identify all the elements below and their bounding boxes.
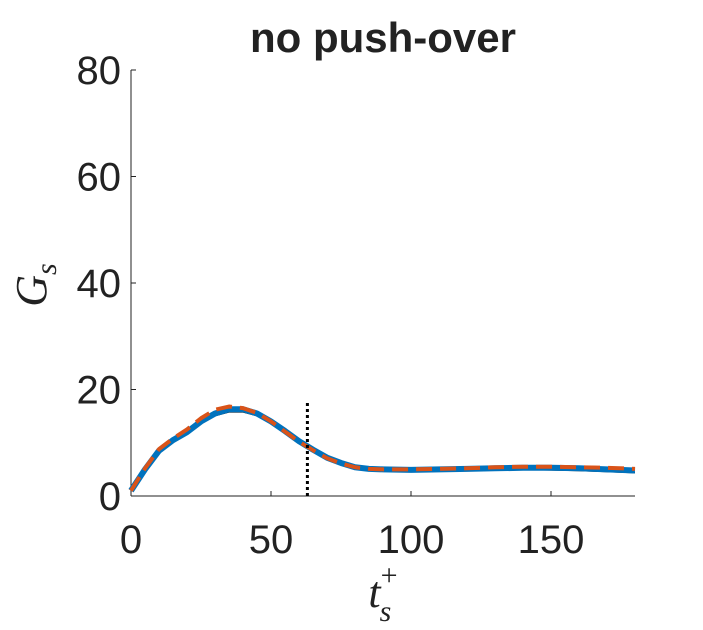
x-tick-label: 0 [120,518,142,562]
y-label-base: G [7,275,56,307]
y-label-sub: s [30,263,63,275]
y-tick-label: 20 [77,369,122,413]
x-tick-label: 150 [518,518,585,562]
x-label-base: t [368,568,382,617]
y-tick-label: 80 [77,49,122,93]
y-tick-label: 40 [77,262,122,306]
chart-title: no push-over [250,14,516,61]
series-line [130,411,636,492]
y-tick-label: 0 [99,475,121,519]
series-line [128,406,636,493]
y-tick-label: 60 [77,156,122,200]
x-tick-label: 50 [249,518,294,562]
x-tick-label: 100 [378,518,445,562]
x-label-sub: s [380,595,392,625]
x-axis-label: t+ s [368,559,397,625]
y-axis-label: Gs [7,263,63,306]
x-label-sup: + [381,559,398,592]
